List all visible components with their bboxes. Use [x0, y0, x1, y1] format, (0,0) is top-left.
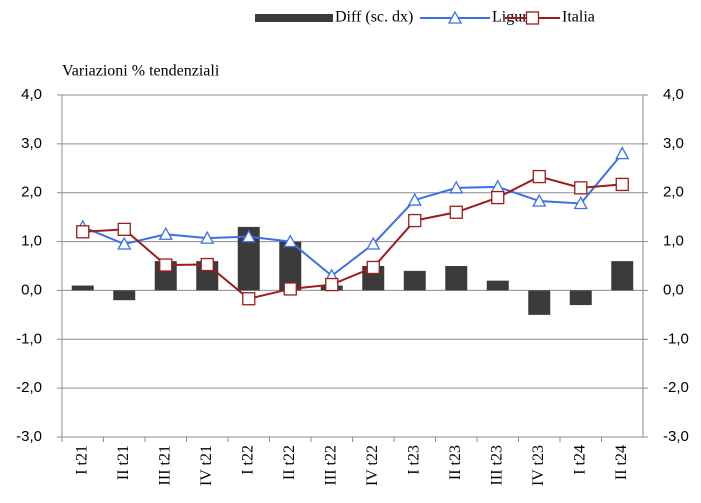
- x-tick-label: II t21: [115, 445, 132, 480]
- x-tick-label: I t21: [73, 445, 90, 475]
- bar: [237, 226, 260, 291]
- y2-tick-label: 3,0: [663, 135, 684, 152]
- marker: [366, 236, 381, 250]
- legend-label: Italia: [562, 9, 595, 26]
- marker: [283, 282, 297, 296]
- x-tick-label: II t24: [613, 445, 630, 480]
- marker: [200, 230, 215, 244]
- y2-tick-label: -1,0: [663, 330, 689, 347]
- x-tick-label: II t22: [281, 445, 298, 480]
- x-tick-label: II t23: [447, 445, 464, 480]
- x-tick-label: III t23: [488, 445, 505, 485]
- marker: [615, 146, 630, 160]
- marker: [117, 236, 132, 250]
- y2-tick-label: 2,0: [663, 184, 684, 201]
- marker: [241, 229, 256, 243]
- marker: [449, 205, 463, 219]
- line: [82, 175, 623, 300]
- marker: [532, 169, 546, 184]
- marker: [366, 260, 380, 275]
- marker: [615, 177, 629, 192]
- marker: [532, 193, 547, 207]
- bar: [486, 280, 509, 291]
- bar: [611, 261, 634, 291]
- y-tick-label: 0,0: [21, 281, 42, 298]
- y2-tick-label: -3,0: [663, 428, 689, 445]
- marker: [449, 180, 464, 194]
- legend-swatch: [255, 14, 333, 22]
- marker: [159, 258, 173, 272]
- legend-label: Diff (sc. dx): [335, 9, 413, 26]
- bar: [403, 270, 426, 291]
- y-tick-label: 3,0: [21, 135, 42, 152]
- y-tick-label: -1,0: [16, 330, 42, 347]
- marker: [76, 225, 90, 239]
- axis-title: Variazioni % tendenziali: [62, 63, 220, 80]
- marker: [408, 213, 422, 228]
- bar: [528, 290, 551, 315]
- line: [82, 152, 624, 278]
- legend-marker: [525, 11, 540, 25]
- y2-tick-label: 0,0: [663, 281, 684, 298]
- y-tick-label: -3,0: [16, 428, 42, 445]
- legend-marker: [447, 10, 463, 24]
- marker: [117, 222, 131, 237]
- x-tick-label: IV t22: [364, 445, 381, 486]
- x-tick-label: I t22: [239, 445, 256, 475]
- y-tick-label: -2,0: [16, 379, 42, 396]
- x-tick-label: III t22: [322, 445, 339, 485]
- x-tick-label: IV t21: [198, 445, 215, 486]
- x-tick-label: III t21: [156, 445, 173, 485]
- y2-tick-label: 4,0: [663, 86, 684, 103]
- marker: [407, 192, 422, 206]
- marker: [325, 277, 339, 292]
- marker: [573, 196, 588, 210]
- x-tick-label: I t23: [405, 445, 422, 475]
- marker: [491, 190, 505, 205]
- bar: [71, 285, 94, 291]
- bar: [445, 266, 468, 291]
- y-tick-label: 4,0: [21, 86, 42, 103]
- x-tick-label: I t24: [571, 445, 588, 475]
- bar: [279, 241, 302, 291]
- y2-tick-label: -2,0: [663, 379, 689, 396]
- marker: [158, 226, 173, 240]
- marker: [242, 292, 256, 306]
- bar: [569, 290, 592, 306]
- x-tick-label: IV t23: [530, 445, 547, 486]
- marker: [574, 181, 588, 195]
- y-tick-label: 1,0: [21, 233, 42, 250]
- y2-tick-label: 1,0: [663, 233, 684, 250]
- marker: [200, 257, 214, 272]
- y-tick-label: 2,0: [21, 184, 42, 201]
- marker: [283, 234, 298, 248]
- bar: [113, 290, 136, 301]
